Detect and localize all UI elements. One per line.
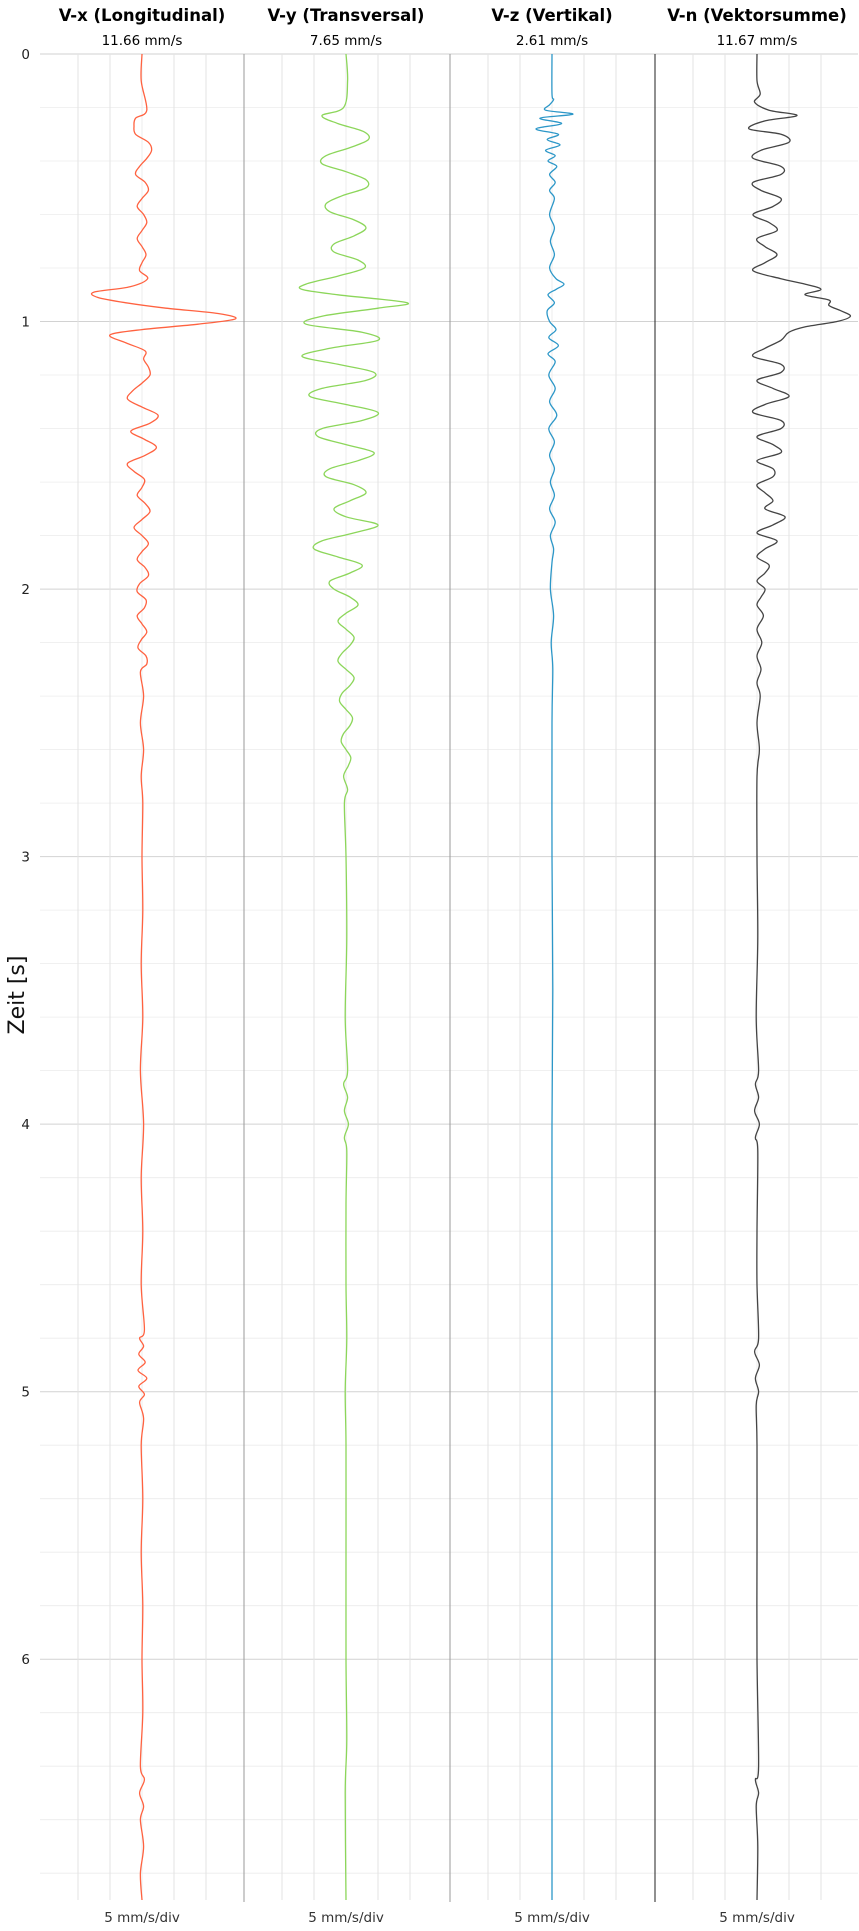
trace-layer xyxy=(90,53,852,1901)
y-axis-label: Zeit [s] xyxy=(5,956,30,1035)
scale-label: 5 mm/s/div xyxy=(514,1910,590,1926)
peak-value: 11.67 mm/s xyxy=(717,33,798,49)
trace-line xyxy=(747,53,852,1901)
panel-title: V-n (Vektorsumme) xyxy=(667,6,847,25)
y-tick-label: 2 xyxy=(21,582,30,598)
peak-value: 2.61 mm/s xyxy=(516,33,588,49)
panel-title: V-x (Longitudinal) xyxy=(59,6,226,25)
y-tick-label: 4 xyxy=(21,1117,30,1133)
scale-label: 5 mm/s/div xyxy=(104,1910,180,1926)
panel-title: V-z (Vertikal) xyxy=(491,6,612,25)
y-tick-label: 6 xyxy=(21,1652,30,1668)
y-tick-label: 5 xyxy=(21,1385,30,1401)
trace-line xyxy=(90,53,237,1901)
scale-label: 5 mm/s/div xyxy=(719,1910,795,1926)
y-tick-label: 0 xyxy=(21,47,30,63)
axes-layer xyxy=(243,54,656,1902)
trace-line xyxy=(298,53,410,1901)
label-layer: Zeit [s] 0 1 2 3 4 5 6 V-x (Longitudinal) 11.66 … xyxy=(5,6,847,1926)
grid-layer xyxy=(40,53,858,1900)
scale-label: 5 mm/s/div xyxy=(308,1910,384,1926)
trace-line xyxy=(535,53,574,1900)
y-tick-label: 3 xyxy=(21,850,30,866)
peak-value: 7.65 mm/s xyxy=(310,33,382,49)
peak-value: 11.66 mm/s xyxy=(102,33,183,49)
y-tick-label: 1 xyxy=(21,315,30,331)
panel-title: V-y (Transversal) xyxy=(268,6,425,25)
